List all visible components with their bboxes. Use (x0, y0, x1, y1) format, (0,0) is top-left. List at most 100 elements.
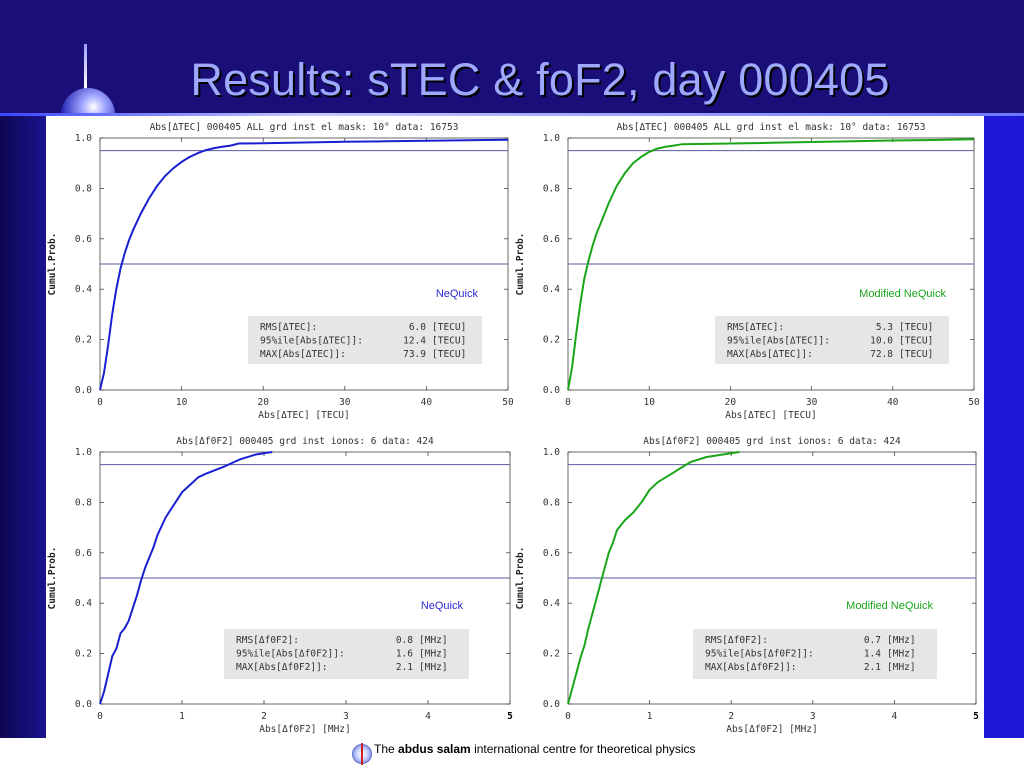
stats-label: 95%ile[Abs[ΔTEC]]: (260, 336, 363, 347)
stats-label: 95%ile[Abs[Δf0F2]]: (705, 649, 814, 660)
y-tick-label: 0.4 (543, 598, 560, 609)
stats-value: 2.1 (396, 662, 413, 673)
series-line (99, 451, 273, 705)
chart-4: Abs[Δf0F2] 000405 grd inst ionos: 6 data… (515, 436, 979, 735)
stats-label: MAX[Abs[Δf0F2]]: (236, 662, 328, 673)
y-tick-label: 0.2 (75, 335, 92, 346)
ictp-logo-icon (352, 743, 372, 765)
model-label: Modified NeQuick (859, 288, 946, 300)
y-tick-label: 0.6 (543, 548, 560, 559)
stats-value: 0.8 (396, 635, 413, 646)
slide-title: Results: sTEC & foF2, day 000405 (190, 54, 890, 105)
y-tick-label: 1.0 (75, 133, 92, 144)
x-tick-label: 3 (343, 711, 349, 722)
chart-header: Abs[ΔTEC] 000405 ALL grd inst el mask: 1… (617, 122, 926, 133)
chart-header: Abs[ΔTEC] 000405 ALL grd inst el mask: 1… (150, 122, 459, 133)
x-tick-label: 20 (725, 397, 737, 408)
stats-label: MAX[Abs[ΔTEC]]: (727, 349, 813, 360)
chart-1: Abs[ΔTEC] 000405 ALL grd inst el mask: 1… (47, 122, 514, 421)
x-tick-label: 3 (810, 711, 816, 722)
footer-suffix: international centre for theoretical phy… (474, 742, 696, 756)
y-tick-label: 1.0 (75, 447, 92, 458)
stats-unit: [TECU] (432, 322, 466, 333)
y-axis-label: Cumul.Prob. (47, 547, 58, 610)
y-tick-label: 0.0 (75, 385, 92, 396)
stats-value: 73.9 (403, 349, 426, 360)
left-decor-band (0, 116, 46, 742)
footer-org: abdus salam (398, 742, 471, 756)
stats-value: 0.7 (864, 635, 881, 646)
y-tick-label: 0.2 (75, 649, 92, 660)
stats-box (715, 316, 949, 364)
x-tick-label: 40 (421, 397, 433, 408)
y-tick-label: 0.4 (75, 284, 92, 295)
model-label: NeQuick (421, 600, 464, 612)
x-tick-label: 50 (968, 397, 980, 408)
x-axis-label: Abs[Δf0F2] [MHz] (726, 724, 818, 735)
x-tick-label: 0 (97, 397, 103, 408)
stats-value: 1.6 (396, 649, 413, 660)
series-line (567, 451, 740, 705)
x-tick-label: 20 (257, 397, 269, 408)
footer-prefix: The (374, 742, 395, 756)
stats-unit: [MHz] (887, 635, 916, 646)
y-tick-label: 0.2 (543, 649, 560, 660)
y-tick-label: 0.8 (543, 497, 560, 508)
right-decor-band (984, 116, 1024, 742)
stats-box (224, 629, 469, 679)
x-tick-label: 10 (643, 397, 655, 408)
x-tick-label: 30 (339, 397, 351, 408)
decor-horizontal-line (0, 113, 1024, 116)
model-label: NeQuick (436, 288, 479, 300)
x-tick-label: 0 (97, 711, 103, 722)
y-tick-label: 0.2 (543, 335, 560, 346)
chart-header: Abs[Δf0F2] 000405 grd inst ionos: 6 data… (176, 436, 434, 447)
chart-header: Abs[Δf0F2] 000405 grd inst ionos: 6 data… (643, 436, 901, 447)
stats-value: 10.0 (870, 336, 893, 347)
x-tick-label: 1 (647, 711, 653, 722)
chart-3: Abs[Δf0F2] 000405 grd inst ionos: 6 data… (47, 436, 513, 735)
x-tick-label: 40 (887, 397, 899, 408)
x-axis-label: Abs[Δf0F2] [MHz] (259, 724, 351, 735)
y-tick-label: 0.0 (543, 699, 560, 710)
stats-unit: [TECU] (899, 349, 933, 360)
x-axis-label: Abs[ΔTEC] [TECU] (725, 410, 817, 421)
y-tick-label: 0.8 (543, 183, 560, 194)
x-tick-label: 5 (507, 711, 513, 722)
stats-label: RMS[Δf0F2]: (705, 635, 768, 646)
x-axis-label: Abs[ΔTEC] [TECU] (258, 410, 350, 421)
series-line (99, 138, 509, 391)
stats-unit: [MHz] (887, 662, 916, 673)
stats-unit: [TECU] (899, 336, 933, 347)
y-tick-label: 0.0 (543, 385, 560, 396)
stats-value: 12.4 (403, 336, 426, 347)
y-tick-label: 0.8 (75, 497, 92, 508)
stats-unit: [MHz] (419, 649, 448, 660)
y-tick-label: 0.6 (75, 234, 92, 245)
stats-value: 6.0 (409, 322, 426, 333)
y-axis-label: Cumul.Prob. (515, 547, 526, 610)
stats-label: 95%ile[Abs[ΔTEC]]: (727, 336, 830, 347)
decor-vertical-line (84, 44, 87, 116)
x-tick-label: 2 (728, 711, 734, 722)
y-axis-label: Cumul.Prob. (47, 233, 58, 296)
stats-unit: [MHz] (887, 649, 916, 660)
stats-unit: [TECU] (432, 349, 466, 360)
stats-value: 2.1 (864, 662, 881, 673)
stats-unit: [MHz] (419, 635, 448, 646)
y-tick-label: 1.0 (543, 447, 560, 458)
x-tick-label: 1 (179, 711, 185, 722)
stats-label: RMS[Δf0F2]: (236, 635, 299, 646)
stats-value: 72.8 (870, 349, 893, 360)
stats-box (693, 629, 937, 679)
stats-unit: [MHz] (419, 662, 448, 673)
y-tick-label: 1.0 (543, 133, 560, 144)
y-tick-label: 0.0 (75, 699, 92, 710)
stats-unit: [TECU] (432, 336, 466, 347)
y-tick-label: 0.6 (75, 548, 92, 559)
x-tick-label: 50 (502, 397, 514, 408)
y-tick-label: 0.4 (543, 284, 560, 295)
stats-box (248, 316, 482, 364)
chart-2: Abs[ΔTEC] 000405 ALL grd inst el mask: 1… (515, 122, 980, 421)
